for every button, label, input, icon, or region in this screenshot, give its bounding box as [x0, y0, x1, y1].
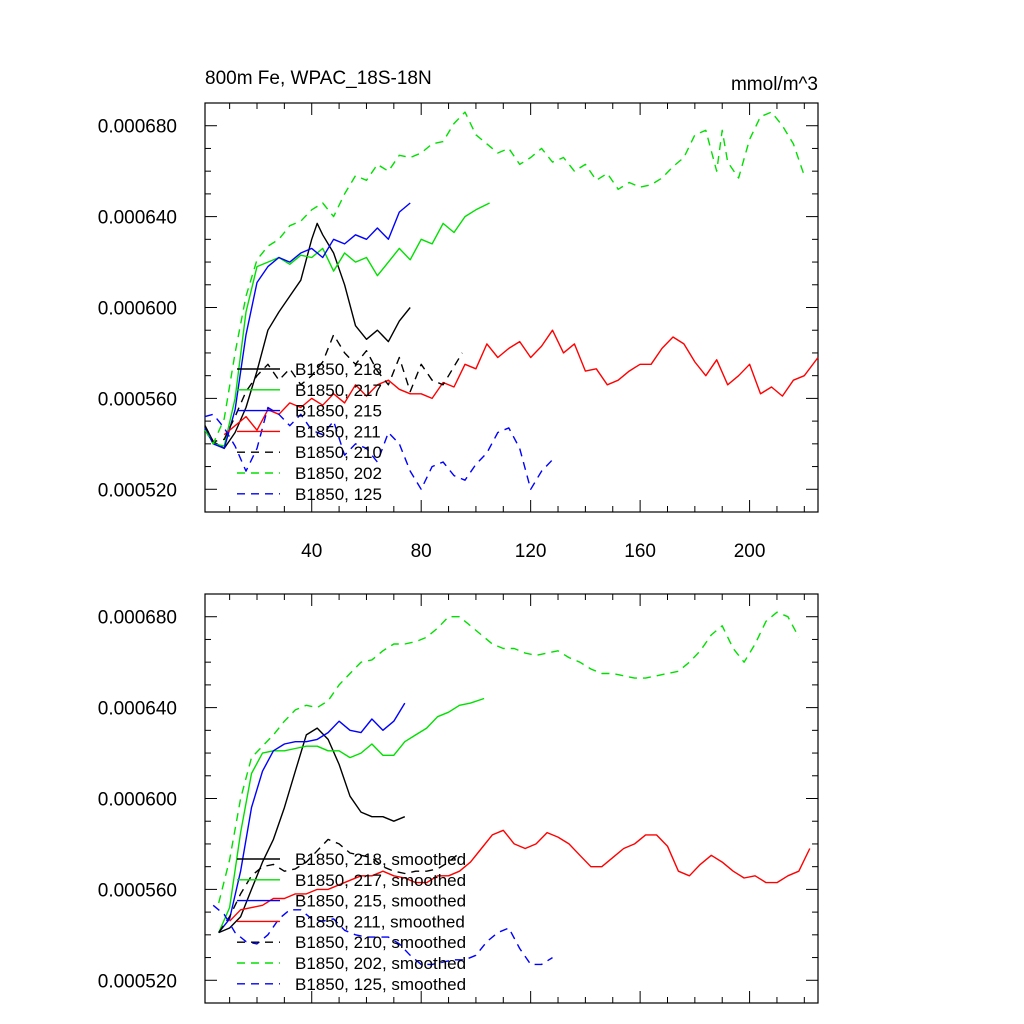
- units-label: mmol/m^3: [731, 74, 818, 95]
- series-line: [204, 202, 411, 450]
- y-tick-label: 0.000600: [98, 790, 177, 811]
- legend-label: B1850, 215: [295, 402, 382, 421]
- panel-bottom: 0.000520 0.000560 0.000600 0.000640 0.000680…: [98, 593, 819, 1004]
- series-line: [212, 904, 553, 966]
- series-line: [204, 334, 463, 443]
- series-line: [218, 838, 460, 933]
- y-tick-label: 0.000560: [98, 880, 177, 901]
- legend-label: B1850, 217, smoothed: [295, 871, 466, 890]
- series-line: [218, 702, 406, 934]
- legend-label: B1850, 211: [295, 422, 381, 441]
- legend-label: B1850, 202, smoothed: [295, 954, 466, 973]
- legend-label: B1850, 125: [295, 485, 382, 504]
- legend-label: B1850, 217: [295, 381, 382, 400]
- y-tick-label: 0.000560: [98, 389, 177, 410]
- legend-label: B1850, 215, smoothed: [295, 892, 466, 911]
- x-tick-label: 80: [411, 541, 432, 562]
- y-tick-label: 0.000680: [98, 117, 177, 138]
- series-line: [204, 406, 554, 490]
- y-tick-label: 0.000520: [98, 480, 177, 501]
- y-tick-label: 0.000680: [98, 608, 177, 629]
- series-line: [204, 111, 805, 445]
- series-line: [218, 727, 406, 934]
- series-line: [229, 829, 811, 922]
- series-line: [223, 329, 819, 436]
- legend-label: B1850, 218, smoothed: [295, 850, 466, 869]
- legend-label: B1850, 210: [295, 443, 382, 462]
- series-line: [218, 697, 485, 933]
- legend-label: B1850, 211, smoothed: [295, 912, 465, 931]
- chart-title: 800m Fe, WPAC_18S-18N: [205, 68, 432, 89]
- x-tick-label: 160: [624, 541, 656, 562]
- x-tick-label: 120: [515, 541, 547, 562]
- x-tick-label: 200: [734, 541, 766, 562]
- y-tick-label: 0.000520: [98, 971, 177, 992]
- legend-label: B1850, 202: [295, 464, 382, 483]
- legend-label: B1850, 210, smoothed: [295, 933, 466, 952]
- series-line: [204, 222, 411, 450]
- panel-top: 800m Fe, WPAC_18S-18N mmol/m^3 0.000520 0…: [98, 68, 819, 562]
- y-tick-label: 0.000640: [98, 699, 177, 720]
- legend-label: B1850, 125, smoothed: [295, 975, 466, 994]
- y-tick-label: 0.000600: [98, 299, 177, 320]
- series-line: [204, 202, 490, 447]
- y-tick-label: 0.000640: [98, 208, 177, 229]
- legend-label: B1850, 218: [295, 360, 382, 379]
- x-tick-label: 40: [301, 541, 322, 562]
